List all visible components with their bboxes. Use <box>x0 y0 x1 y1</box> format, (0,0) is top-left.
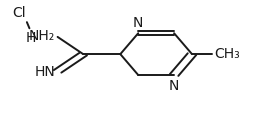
Text: NH₂: NH₂ <box>29 29 55 43</box>
Text: N: N <box>133 15 143 30</box>
Text: H: H <box>26 31 36 45</box>
Text: N: N <box>168 79 179 93</box>
Text: HN: HN <box>34 65 55 79</box>
Text: Cl: Cl <box>12 6 26 20</box>
Text: CH₃: CH₃ <box>215 47 240 61</box>
